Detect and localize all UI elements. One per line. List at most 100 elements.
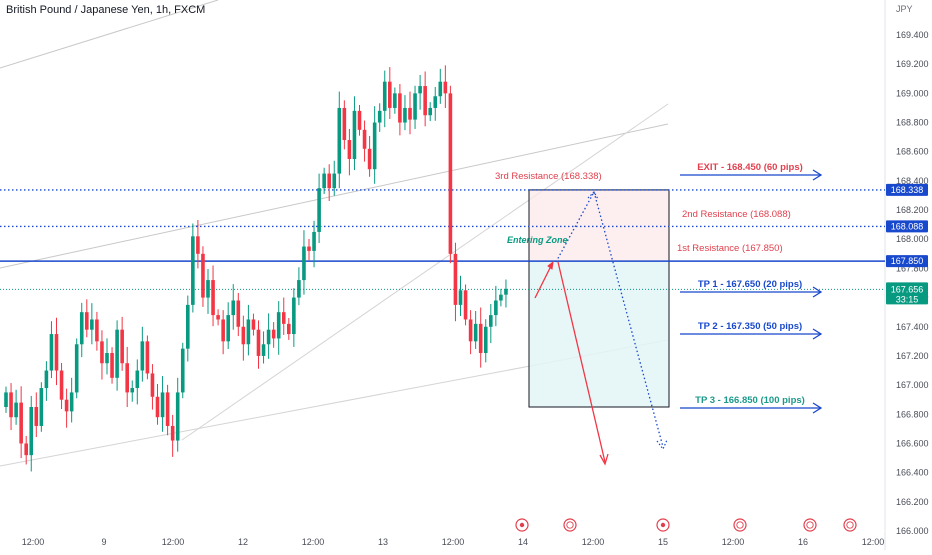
level-price-label: 168.338 (891, 185, 924, 195)
y-tick-label: 169.200 (896, 59, 929, 69)
tp1-label: TP 1 - 167.650 (20 pips) (698, 279, 802, 290)
entering-zone-label: Entering Zone (507, 235, 568, 245)
level-price-label: 168.088 (891, 221, 924, 231)
event-marker-ring (566, 521, 574, 529)
candle-body (19, 402, 23, 444)
candle-body (483, 326, 488, 354)
candle-body (206, 280, 210, 298)
candle-body (458, 290, 463, 305)
candle-body (418, 86, 422, 94)
candle-body (473, 323, 478, 342)
candle-body (24, 443, 28, 456)
candle-body (231, 300, 236, 316)
r1-label: 1st Resistance (167.850) (677, 243, 783, 254)
candle-body (9, 392, 13, 418)
y-tick-label: 166.600 (896, 438, 929, 448)
y-tick-label: 167.800 (896, 263, 929, 273)
candle-body (332, 173, 337, 189)
candle-body (29, 407, 34, 456)
candle-body (246, 319, 251, 345)
candle-body (382, 81, 387, 111)
target-zone-box (529, 261, 669, 407)
candle-body (191, 236, 195, 305)
r3-label: 3rd Resistance (168.338) (495, 171, 602, 182)
candle-body (388, 81, 392, 108)
y-tick-label: 167.000 (896, 380, 929, 390)
candle-body (59, 370, 64, 400)
trend-line-top (0, 0, 219, 69)
event-marker-icon[interactable] (803, 518, 817, 532)
x-tick-label: 14 (518, 537, 528, 547)
x-tick-label: 12:00 (582, 537, 605, 547)
candle-body (44, 370, 49, 389)
candle-body (287, 323, 291, 335)
candle-body (428, 107, 432, 116)
tp3-label: TP 3 - 166.850 (100 pips) (695, 395, 805, 406)
candle-body (347, 140, 352, 159)
arrowhead (599, 453, 609, 466)
candle-body (433, 96, 438, 108)
candle-body (74, 344, 79, 393)
candle-body (393, 93, 397, 108)
candle-body (110, 353, 114, 378)
x-tick-label: 12:00 (722, 537, 745, 547)
candle-body (342, 107, 347, 141)
level-price-tag (886, 255, 928, 268)
candle-body (79, 312, 84, 345)
candle-body (276, 312, 281, 339)
candle-body (423, 86, 427, 116)
event-marker-icon[interactable] (843, 518, 857, 532)
candle-body (297, 280, 301, 298)
arrowhead (812, 402, 823, 414)
level-price-tag (886, 220, 928, 233)
x-tick-label: 16 (798, 537, 808, 547)
candle-body (95, 319, 99, 342)
x-tick-label: 12:00 (162, 537, 185, 547)
x-tick-label: 12:00 (302, 537, 325, 547)
exit-label: EXIT - 168.450 (60 pips) (697, 162, 803, 173)
candle-body (241, 326, 246, 345)
y-tick-label: 168.600 (896, 147, 929, 157)
candle-body (261, 344, 266, 356)
arrowhead (812, 286, 823, 298)
candle-body (90, 319, 94, 330)
candle-body (145, 341, 150, 374)
x-tick-label: 12:00 (22, 537, 45, 547)
candle-body (186, 304, 190, 349)
candle-body (438, 81, 443, 97)
candle-body (489, 315, 493, 327)
x-tick-label: 13 (378, 537, 388, 547)
y-tick-label: 168.400 (896, 176, 929, 186)
arrowhead (812, 169, 823, 181)
candle-body (69, 392, 74, 412)
current-price-tag (886, 282, 928, 305)
x-tick-label: 9 (101, 537, 106, 547)
resistance-zone-box (529, 189, 669, 262)
candle-body (221, 319, 225, 342)
candle-body (408, 107, 412, 120)
candle-body (357, 110, 362, 130)
currency-label: JPY (896, 4, 913, 14)
candle-body (337, 107, 342, 174)
y-tick-label: 166.400 (896, 468, 929, 478)
candle-body (463, 290, 468, 320)
candle-body (150, 373, 155, 397)
candle-body (307, 246, 311, 251)
candle-body (125, 363, 129, 393)
event-marker-icon[interactable] (563, 518, 577, 532)
candle-body (352, 110, 357, 159)
candle-body (468, 319, 473, 342)
candle-body (367, 148, 372, 170)
candle-body (175, 392, 180, 441)
event-marker-icon[interactable] (733, 518, 747, 532)
current-price-label: 167.656 (891, 284, 924, 294)
y-tick-label: 167.400 (896, 322, 929, 332)
candle-body (398, 93, 402, 123)
candle-body (251, 319, 256, 330)
candle-body (322, 173, 326, 189)
candle-body (256, 329, 261, 356)
candle-body (211, 280, 215, 316)
event-marker-ring (806, 521, 814, 529)
